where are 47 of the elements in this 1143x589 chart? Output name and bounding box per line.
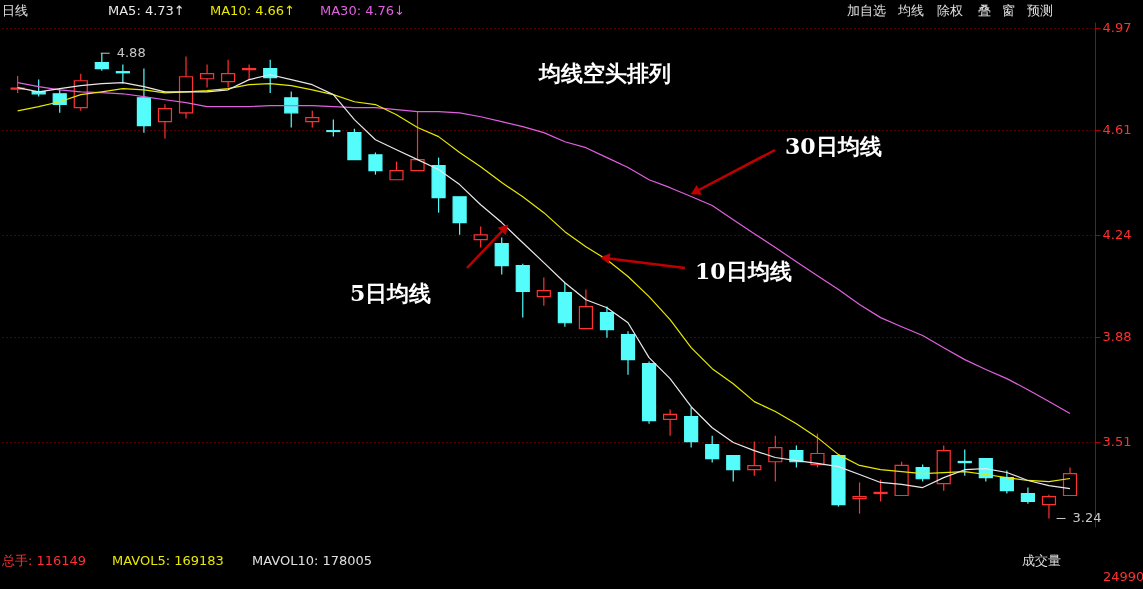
candlestick [494, 237, 509, 276]
text: 加自选 [847, 3, 886, 18]
text: 叠 [978, 3, 991, 18]
text: 24990 [1103, 569, 1143, 584]
text: 均线空头排列 [538, 61, 671, 86]
candlestick [473, 225, 488, 249]
annotation: 10日均线 [695, 258, 792, 284]
candlestick [389, 160, 404, 181]
candlestick [705, 435, 720, 464]
y-tick-label: 4.61 [1102, 122, 1132, 138]
text: MA10: 4.66↑ [210, 3, 296, 18]
text: 日线 [2, 3, 28, 18]
y-tick-label: 4.97 [1102, 20, 1132, 36]
text: 成交量 [1022, 553, 1061, 568]
text: MAVOL5: 169183 [112, 553, 224, 568]
candlestick [810, 433, 825, 469]
text: 均线 [897, 3, 924, 18]
candlestick [410, 111, 425, 172]
annotation: 30日均线 [785, 133, 882, 159]
candlestick [199, 63, 215, 89]
candlestick [789, 444, 804, 469]
candlestick [599, 305, 615, 339]
text: 总手: 116149 [1, 553, 87, 568]
candlestick [999, 469, 1014, 495]
candlestick [747, 441, 762, 477]
candlestick [284, 90, 299, 129]
candlestick [852, 481, 867, 515]
annotation: 5日均线 [350, 280, 432, 306]
text: MAVOL10: 178005 [252, 553, 373, 568]
annotation: 4.88 [116, 45, 146, 61]
candlestick [578, 288, 594, 330]
candlestick [368, 151, 383, 176]
candlestick [536, 277, 551, 307]
candlestick [873, 479, 888, 503]
candlestick [221, 59, 236, 89]
candlestick [726, 454, 741, 483]
text: 窗 [1002, 3, 1015, 18]
candlestick [157, 103, 173, 140]
candlestick [1062, 466, 1078, 497]
text: 预测 [1027, 3, 1053, 18]
text: 除权 [937, 3, 963, 18]
text: MA30: 4.76↓ [320, 3, 406, 18]
text: MA5: 4.73↑ [108, 3, 185, 18]
y-tick-label: 3.51 [1102, 434, 1132, 450]
y-tick-label: 4.24 [1102, 227, 1132, 243]
y-tick-label: 3.88 [1102, 329, 1132, 345]
candlestick [663, 408, 678, 437]
